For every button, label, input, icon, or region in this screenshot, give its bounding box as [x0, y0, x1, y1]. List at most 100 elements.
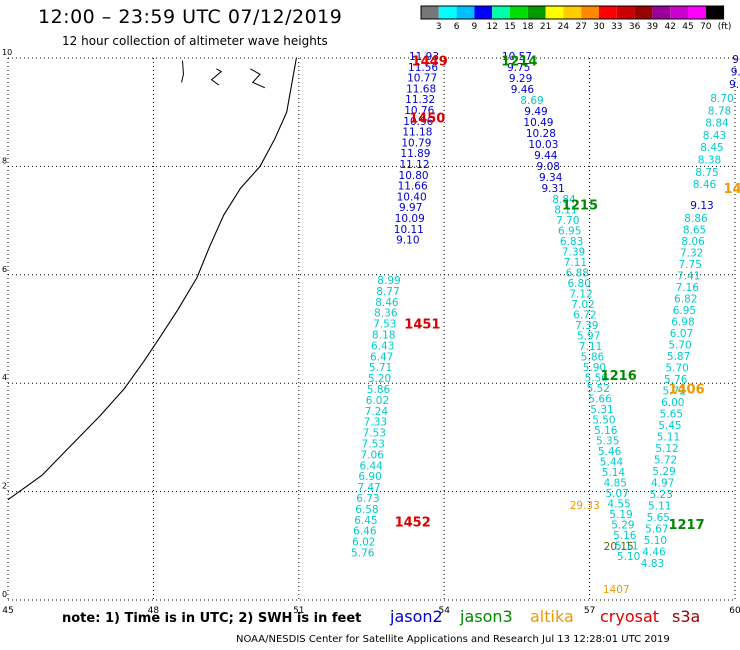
swh-value: 10.11 — [394, 224, 424, 236]
swh-value: 6.95 — [673, 305, 696, 317]
swh-value: 5.70 — [668, 340, 691, 352]
swh-value: 5.46 — [598, 446, 622, 458]
swh-value: 5.65 — [647, 512, 670, 524]
swh-value: 8.46 — [375, 297, 399, 309]
pass-number-label: 14 — [724, 182, 740, 197]
swh-value: 9.49 — [524, 106, 547, 118]
colorbar-tick-label: 33 — [611, 22, 622, 32]
swh-value: 8.84 — [705, 118, 729, 130]
coastline — [7, 57, 297, 501]
swh-value: 11.66 — [398, 181, 428, 193]
colorbar-swatch — [705, 6, 724, 19]
swh-value: 8.77 — [376, 286, 399, 298]
swh-value: 5.11 — [648, 501, 671, 513]
colorbar-tick-label: 3 — [436, 22, 442, 32]
lon-tick-label: 57 — [584, 606, 595, 616]
colorbar-swatch — [634, 6, 653, 19]
colorbar-tick-label: 24 — [558, 22, 570, 32]
swh-value: 4.97 — [651, 478, 674, 490]
swh-value: 7.33 — [364, 417, 387, 429]
swh-value: 5.19 — [609, 509, 632, 521]
swh-value: 7.24 — [365, 406, 389, 418]
swh-value-extra: 29.33 — [570, 500, 600, 512]
swh-value: 11.89 — [400, 148, 430, 160]
swh-value: 4.46 — [642, 547, 666, 559]
swh-value: 10.79 — [401, 137, 431, 149]
satellite-legend-jason3: jason3 — [460, 607, 513, 626]
lon-tick-label: 48 — [148, 606, 160, 616]
swh-value: 5.71 — [369, 362, 392, 374]
swh-value: 6.88 — [566, 268, 589, 280]
swh-value: 5.07 — [606, 488, 629, 500]
colorbar-swatch — [599, 6, 617, 19]
swh-value: 7.39 — [575, 320, 598, 332]
swh-value: 9.18 — [729, 79, 740, 91]
swh-value: 8.84 — [552, 194, 576, 206]
swh-value: 11.93 — [409, 51, 439, 63]
colorbar-swatch — [670, 6, 688, 19]
swh-value: 5.16 — [613, 530, 637, 542]
swh-value: 5.20 — [368, 373, 391, 385]
swh-value: 5.29 — [611, 520, 634, 532]
swh-value: 9.10 — [731, 67, 740, 79]
swh-value: 4.85 — [604, 478, 627, 490]
swh-value: 8.18 — [372, 330, 395, 342]
swh-value: 7.12 — [569, 289, 592, 301]
swh-value: 5.11 — [657, 432, 680, 444]
swh-value: 6.80 — [568, 278, 591, 290]
swh-value: 5.86 — [367, 384, 391, 396]
colorbar-swatch — [688, 6, 706, 19]
swh-value: 8.86 — [684, 213, 708, 225]
swh-value: 9.29 — [509, 73, 532, 85]
swh-value: 6.00 — [661, 397, 684, 409]
swh-value: 5.16 — [594, 425, 618, 437]
swh-value: 8.99 — [377, 275, 400, 287]
swh-value: 10.80 — [399, 170, 429, 182]
swh-value: 5.29 — [652, 466, 675, 478]
swh-value: 5.44 — [600, 457, 624, 469]
colorbar-swatch — [652, 6, 671, 19]
pass-number-label: 1450 — [409, 112, 445, 127]
swh-value: 6.95 — [558, 226, 581, 238]
colorbar-tick-label: 30 — [593, 22, 605, 32]
credit-line: NOAA/NESDIS Center for Satellite Applica… — [236, 634, 670, 645]
pass-number-label: 1217 — [668, 518, 704, 533]
swh-value: 7.53 — [363, 428, 386, 440]
satellite-legend-jason2: jason2 — [390, 607, 443, 626]
swh-value: 5.35 — [596, 436, 619, 448]
swh-value: 5.14 — [602, 467, 626, 479]
swh-value: 10.28 — [526, 128, 556, 140]
satellite-legend-s3a: s3a — [672, 607, 701, 626]
swh-value: 5.56 — [585, 373, 609, 385]
swh-value: 7.11 — [579, 341, 602, 353]
colorbar-swatch — [421, 6, 439, 19]
swh-value: 8.65 — [683, 225, 706, 237]
colorbar-unit: (ft) — [718, 22, 732, 32]
swh-value: 9.31 — [541, 183, 564, 195]
lon-tick-label: 60 — [729, 606, 740, 616]
swh-value: 8.75 — [695, 167, 718, 179]
colorbar-tick-label: 39 — [647, 22, 659, 32]
swh-value: 5.50 — [592, 415, 615, 427]
swh-value: 10.49 — [523, 117, 553, 129]
colorbar-swatch — [438, 6, 457, 19]
swh-value: 10.09 — [395, 213, 425, 225]
swh-value: 6.44 — [359, 460, 383, 472]
swh-value: 9.34 — [539, 172, 563, 184]
swh-value: 6.72 — [573, 310, 596, 322]
swh-value: 11.12 — [399, 159, 429, 171]
swh-value: 6.43 — [371, 340, 394, 352]
page-title: 12:00 – 23:59 UTC 07/12/2019 — [38, 6, 343, 28]
swh-value: 7.06 — [361, 449, 385, 461]
lat-tick-label: 0 — [2, 590, 7, 599]
swh-value: 8.46 — [693, 179, 717, 191]
colorbar-tick-label: 27 — [575, 22, 586, 32]
colorbar-swatch — [545, 6, 564, 19]
swh-value: 8.69 — [520, 95, 543, 107]
colorbar-tick-label: 42 — [664, 22, 675, 32]
swh-value: 5.31 — [590, 404, 613, 416]
swh-value: 7.11 — [564, 257, 587, 269]
island-outline — [210, 68, 223, 86]
swh-value: 10.03 — [528, 139, 558, 151]
